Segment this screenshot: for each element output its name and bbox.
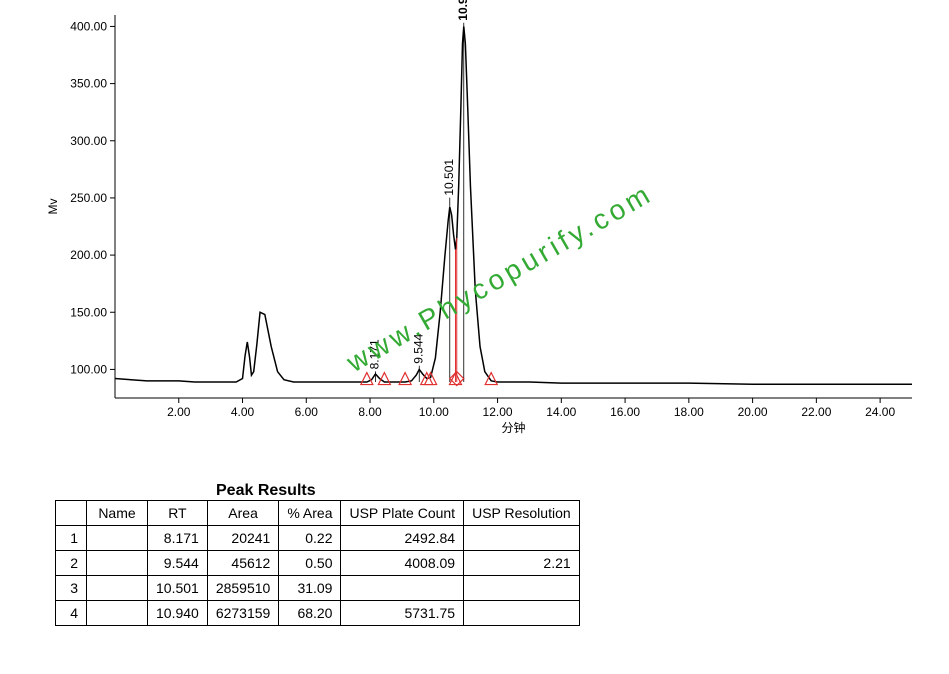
table-row: 4 10.940627315968.205731.75 xyxy=(56,601,580,626)
svg-text:4.00: 4.00 xyxy=(231,405,255,419)
table-cell: 8.171 xyxy=(148,526,208,551)
table-cell: 68.20 xyxy=(279,601,341,626)
table-cell xyxy=(341,576,464,601)
table-cell: 2492.84 xyxy=(341,526,464,551)
table-cell xyxy=(87,576,148,601)
svg-text:8.171: 8.171 xyxy=(367,339,381,369)
svg-text:250.00: 250.00 xyxy=(70,191,107,205)
table-row: 1 8.171202410.222492.84 xyxy=(56,526,580,551)
svg-text:分钟: 分钟 xyxy=(501,420,525,435)
svg-text:200.00: 200.00 xyxy=(70,248,107,262)
svg-text:6.00: 6.00 xyxy=(295,405,319,419)
table-cell: 6273159 xyxy=(207,601,279,626)
svg-text:10.00: 10.00 xyxy=(419,405,449,419)
table-title: Peak Results xyxy=(216,482,316,500)
svg-text:10.940: 10.940 xyxy=(456,0,470,21)
svg-text:2.00: 2.00 xyxy=(167,405,191,419)
table-cell: 2.21 xyxy=(464,551,580,576)
table-header-cell: Area xyxy=(207,501,279,526)
svg-text:400.00: 400.00 xyxy=(70,19,107,33)
svg-text:10.501: 10.501 xyxy=(442,159,456,196)
svg-text:24.00: 24.00 xyxy=(865,405,895,419)
table-cell: 10.940 xyxy=(148,601,208,626)
table-cell: 1 xyxy=(56,526,87,551)
table-cell xyxy=(87,526,148,551)
svg-text:100.00: 100.00 xyxy=(70,362,107,376)
table-cell: 0.22 xyxy=(279,526,341,551)
svg-text:20.00: 20.00 xyxy=(738,405,768,419)
table-cell: 9.544 xyxy=(148,551,208,576)
table-header-row: NameRTArea% AreaUSP Plate CountUSP Resol… xyxy=(56,501,580,526)
svg-text:9.544: 9.544 xyxy=(411,333,425,363)
table-cell xyxy=(464,576,580,601)
table-cell xyxy=(87,601,148,626)
table-cell: 20241 xyxy=(207,526,279,551)
svg-text:14.00: 14.00 xyxy=(546,405,576,419)
table-header-cell: Name xyxy=(87,501,148,526)
svg-text:8.00: 8.00 xyxy=(358,405,382,419)
table-cell xyxy=(464,601,580,626)
table-cell: 3 xyxy=(56,576,87,601)
table-cell: 31.09 xyxy=(279,576,341,601)
table-header-cell: USP Resolution xyxy=(464,501,580,526)
svg-text:22.00: 22.00 xyxy=(801,405,831,419)
table-cell: 10.501 xyxy=(148,576,208,601)
table-row: 3 10.501285951031.09 xyxy=(56,576,580,601)
svg-text:300.00: 300.00 xyxy=(70,134,107,148)
table-cell: 4 xyxy=(56,601,87,626)
table-header-cell: % Area xyxy=(279,501,341,526)
peak-results-table: NameRTArea% AreaUSP Plate CountUSP Resol… xyxy=(55,500,580,626)
svg-text:Mv: Mv xyxy=(46,199,60,215)
table-cell: 45612 xyxy=(207,551,279,576)
chromatogram-chart: 100.00 150.00 200.00 250.00 300.00 350.00 400.… xyxy=(0,0,949,440)
table-cell xyxy=(464,526,580,551)
table-cell: 0.50 xyxy=(279,551,341,576)
table-cell: 2859510 xyxy=(207,576,279,601)
table-header-cell: USP Plate Count xyxy=(341,501,464,526)
table-cell: 2 xyxy=(56,551,87,576)
table-header-cell xyxy=(56,501,87,526)
table-header-cell: RT xyxy=(148,501,208,526)
svg-text:150.00: 150.00 xyxy=(70,305,107,319)
svg-text:12.00: 12.00 xyxy=(483,405,513,419)
table-cell: 4008.09 xyxy=(341,551,464,576)
table-cell: 5731.75 xyxy=(341,601,464,626)
table-cell xyxy=(87,551,148,576)
table-row: 2 9.544456120.504008.092.21 xyxy=(56,551,580,576)
svg-text:350.00: 350.00 xyxy=(70,77,107,91)
svg-text:18.00: 18.00 xyxy=(674,405,704,419)
svg-text:16.00: 16.00 xyxy=(610,405,640,419)
